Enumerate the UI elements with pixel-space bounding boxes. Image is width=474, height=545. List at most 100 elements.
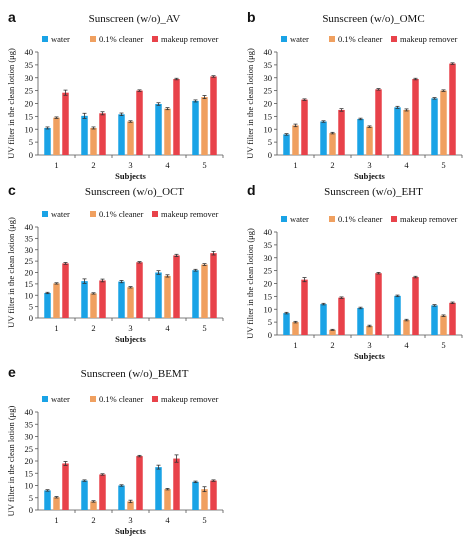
legend-label: makeup remover	[161, 34, 219, 44]
legend-label: 0.1% cleaner	[99, 34, 144, 44]
panel-letter: a	[8, 9, 16, 25]
y-axis-label: UV filter in the clean lotion (μg)	[6, 406, 16, 517]
y-tick-label: 0	[29, 150, 33, 160]
x-tick-label: 1	[54, 323, 58, 333]
x-tick-label: 4	[165, 323, 170, 333]
legend-item-makeup-remover: makeup remover	[152, 209, 219, 219]
bar-c-s2-subject-4	[164, 275, 171, 318]
bar-a-s2-subject-5	[201, 97, 208, 155]
bar-c-s3-subject-1	[62, 263, 69, 318]
x-tick-label: 1	[54, 160, 58, 170]
bar-a-s3-subject-3	[136, 90, 143, 155]
legend-item-0-1-cleaner: 0.1% cleaner	[90, 394, 144, 404]
y-axis-label: UV filter in the clean lotion (μg)	[245, 228, 255, 339]
bar-b-s2-subject-3	[366, 126, 373, 155]
bar-e-s2-subject-4	[164, 489, 171, 510]
bar-e-s2-subject-2	[90, 501, 97, 510]
bar-c-s1-subject-2	[81, 281, 88, 318]
y-tick-label: 30	[25, 245, 34, 255]
bar-e-s2-subject-3	[127, 501, 134, 510]
bar-e-s1-subject-1	[44, 490, 51, 510]
bar-a-s3-subject-5	[210, 76, 217, 155]
legend-item-0-1-cleaner: 0.1% cleaner	[329, 34, 383, 44]
legend-label: 0.1% cleaner	[338, 34, 383, 44]
bar-b-s3-subject-3	[375, 89, 382, 155]
bar-a-s1-subject-4	[155, 104, 162, 155]
legend-item-0-1-cleaner: 0.1% cleaner	[329, 214, 383, 224]
legend-label: 0.1% cleaner	[99, 209, 144, 219]
legend-item-water: water	[281, 214, 309, 224]
y-tick-label: 10	[264, 124, 273, 134]
y-tick-label: 25	[264, 86, 273, 96]
bar-e-s2-subject-5	[201, 489, 208, 510]
panel-letter: d	[247, 182, 256, 198]
chart-title: Sunscreen (w/o)_OMC	[322, 13, 424, 25]
bar-e-s1-subject-2	[81, 480, 88, 510]
legend-label: water	[51, 34, 70, 44]
y-tick-label: 40	[25, 222, 34, 232]
bar-d-s3-subject-4	[412, 277, 419, 335]
x-axis-label: Subjects	[115, 171, 146, 181]
bar-a-s2-subject-2	[90, 127, 97, 155]
bar-c-s2-subject-2	[90, 293, 97, 318]
bar-c-s1-subject-4	[155, 272, 162, 318]
bar-b-s2-subject-2	[329, 133, 336, 155]
bar-d-s1-subject-5	[431, 305, 438, 335]
bar-a-s1-subject-3	[118, 114, 125, 155]
y-tick-label: 0	[29, 313, 33, 323]
legend-swatch	[42, 396, 48, 402]
y-tick-label: 25	[264, 266, 273, 276]
bar-d-s3-subject-1	[301, 279, 308, 335]
bar-e-s3-subject-1	[62, 463, 69, 510]
chart-title: Sunscreen (w/o)_AV	[89, 13, 181, 25]
bar-c-s1-subject-1	[44, 292, 51, 318]
legend-swatch	[329, 36, 335, 42]
bar-e-s3-subject-2	[99, 474, 106, 510]
legend-item-0-1-cleaner: 0.1% cleaner	[90, 34, 144, 44]
bar-a-s2-subject-3	[127, 121, 134, 155]
bar-d-s1-subject-3	[357, 307, 364, 335]
x-tick-label: 2	[91, 160, 95, 170]
x-tick-label: 1	[293, 160, 297, 170]
legend-label: water	[51, 394, 70, 404]
x-tick-label: 1	[54, 515, 58, 525]
bar-b-s1-subject-4	[394, 107, 401, 155]
bar-d-s1-subject-2	[320, 304, 327, 335]
bar-b-s3-subject-2	[338, 109, 345, 155]
y-tick-label: 35	[264, 240, 273, 250]
legend-label: water	[290, 34, 309, 44]
legend-swatch	[329, 216, 335, 222]
legend-label: 0.1% cleaner	[99, 394, 144, 404]
bar-b-s2-subject-4	[403, 109, 410, 155]
legend-item-water: water	[281, 34, 309, 44]
chart-title: Sunscreen (w/o)_BEMT	[81, 368, 189, 380]
legend-item-0-1-cleaner: 0.1% cleaner	[90, 209, 144, 219]
bar-a-s3-subject-2	[99, 113, 106, 155]
y-tick-label: 35	[25, 233, 34, 243]
bar-a-s1-subject-2	[81, 115, 88, 155]
bar-b-s1-subject-3	[357, 118, 364, 155]
legend-swatch	[152, 211, 158, 217]
x-tick-label: 3	[128, 515, 132, 525]
bar-e-s3-subject-4	[173, 458, 180, 510]
legend-item-makeup-remover: makeup remover	[391, 34, 458, 44]
bar-a-s3-subject-1	[62, 92, 69, 155]
legend-label: makeup remover	[161, 209, 219, 219]
y-tick-label: 25	[25, 444, 34, 454]
x-axis-label: Subjects	[115, 334, 146, 344]
y-tick-label: 15	[25, 111, 34, 121]
bar-d-s2-subject-1	[292, 322, 299, 335]
y-tick-label: 5	[29, 302, 33, 312]
bar-d-s3-subject-5	[449, 302, 456, 335]
x-tick-label: 5	[202, 160, 206, 170]
y-tick-label: 15	[264, 111, 273, 121]
bar-e-s2-subject-1	[53, 497, 60, 510]
legend-swatch	[42, 36, 48, 42]
legend-item-makeup-remover: makeup remover	[391, 214, 458, 224]
x-tick-label: 2	[91, 515, 95, 525]
x-axis-label: Subjects	[115, 526, 146, 536]
bar-c-s2-subject-1	[53, 283, 60, 318]
